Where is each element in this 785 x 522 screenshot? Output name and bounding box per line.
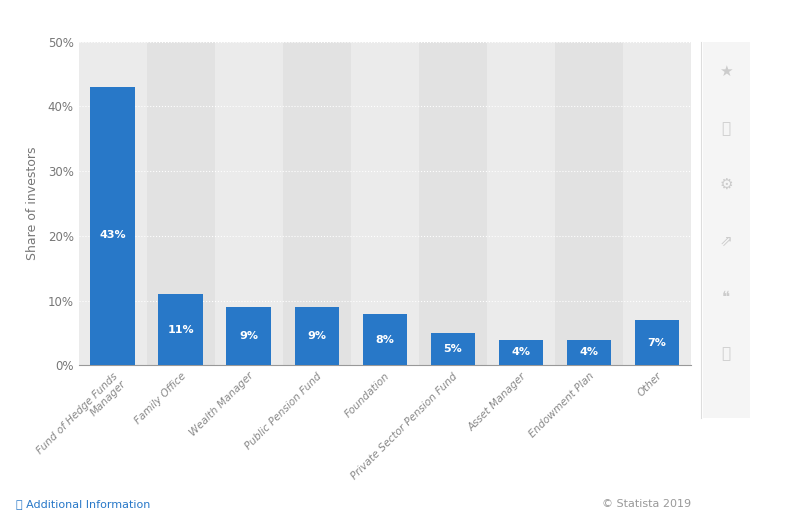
- Bar: [487, 42, 555, 365]
- Bar: [283, 42, 351, 365]
- Text: 🖶: 🖶: [721, 346, 731, 361]
- Text: ⇗: ⇗: [720, 233, 732, 248]
- Bar: [623, 42, 691, 365]
- Bar: [214, 42, 283, 365]
- Text: 9%: 9%: [239, 331, 258, 341]
- Text: ❝: ❝: [722, 290, 730, 305]
- Bar: [294, 307, 338, 365]
- Bar: [418, 42, 487, 365]
- Bar: [90, 87, 135, 365]
- Text: 4%: 4%: [579, 348, 598, 358]
- Bar: [147, 42, 214, 365]
- Text: 43%: 43%: [99, 230, 126, 240]
- Bar: [159, 294, 203, 365]
- Bar: [634, 320, 679, 365]
- Bar: [430, 333, 475, 365]
- Text: 11%: 11%: [167, 325, 194, 335]
- Bar: [351, 42, 418, 365]
- Text: 7%: 7%: [648, 338, 666, 348]
- Text: ⚙: ⚙: [719, 177, 733, 192]
- Bar: [567, 339, 611, 365]
- Bar: [78, 42, 147, 365]
- Bar: [555, 42, 623, 365]
- Text: 🔔: 🔔: [721, 121, 731, 136]
- Bar: [498, 339, 542, 365]
- Text: 5%: 5%: [444, 344, 462, 354]
- Bar: [363, 314, 407, 365]
- Text: 8%: 8%: [375, 335, 394, 345]
- Text: 4%: 4%: [511, 348, 530, 358]
- Text: © Statista 2019: © Statista 2019: [601, 499, 691, 509]
- Text: ⓘ Additional Information: ⓘ Additional Information: [16, 499, 150, 509]
- Bar: [226, 307, 271, 365]
- Text: 9%: 9%: [307, 331, 326, 341]
- Text: ★: ★: [719, 64, 733, 79]
- Y-axis label: Share of investors: Share of investors: [27, 147, 39, 260]
